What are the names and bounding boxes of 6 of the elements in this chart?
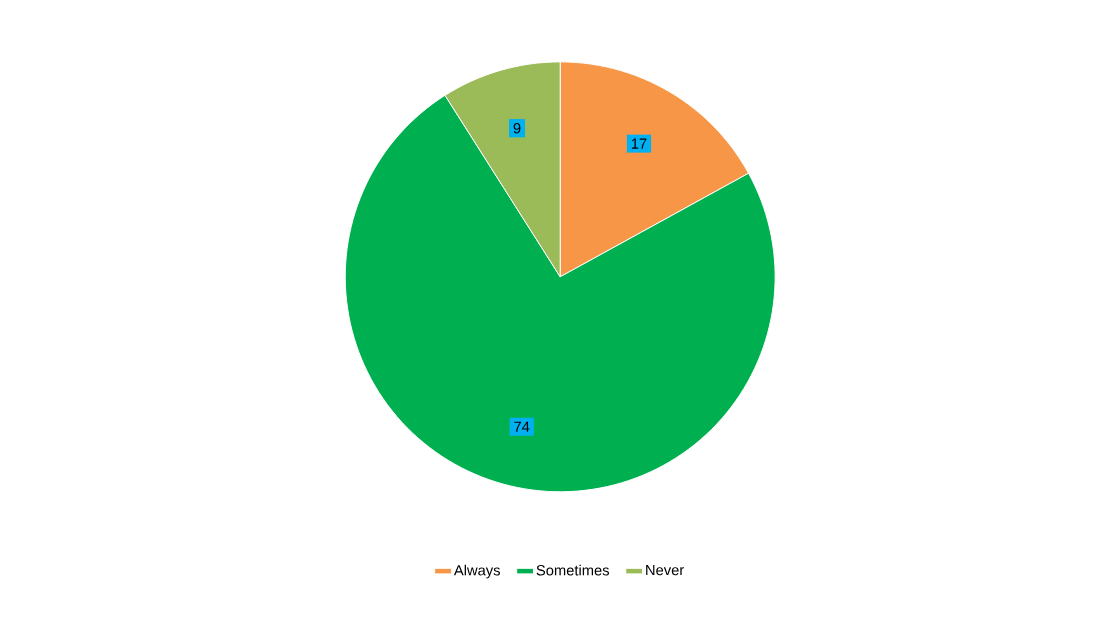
data-label: 74 [514,421,530,432]
legend-label: Never [646,564,684,576]
data-label: 17 [631,138,647,149]
legend-label: Sometimes [536,564,610,576]
legend-label: Always [453,564,500,579]
data-label: 9 [513,122,521,134]
